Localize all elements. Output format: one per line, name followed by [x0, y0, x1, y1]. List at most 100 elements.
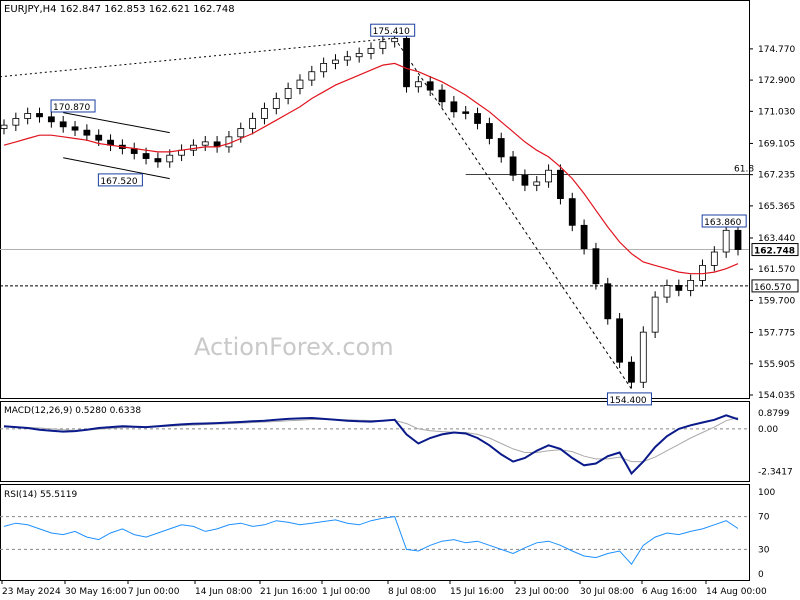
rsi-y-tick-label: 100 [758, 488, 775, 498]
candle-body [332, 59, 339, 64]
candle-body [272, 98, 280, 109]
candle-body [237, 128, 245, 138]
candle-body [485, 123, 493, 139]
candle-body [367, 47, 375, 54]
annotation-box [701, 214, 747, 228]
x-tick-label: 7 Jun 00:00 [128, 587, 180, 597]
candle-body [450, 101, 458, 113]
candle-body [12, 118, 20, 126]
channel-lower [63, 157, 170, 180]
rsi-line [3, 516, 739, 566]
x-tick-label: 14 Jun 08:00 [195, 587, 252, 597]
ma-line [3, 62, 739, 275]
candle-body [249, 118, 257, 129]
rsi-title: RSI(14) 55.5119 [4, 490, 77, 500]
candle-body [24, 113, 32, 119]
symbol-info: EURJPY,H4 162.847 162.853 162.621 162.74… [4, 4, 235, 15]
candle-body [320, 63, 328, 73]
price-y-tick-label: 155.905 [758, 360, 795, 370]
price-y-tick-label: 174.770 [758, 45, 795, 55]
candle-body [166, 154, 174, 163]
candle-body [509, 156, 517, 176]
candle-body [201, 141, 209, 146]
candle-body [722, 229, 730, 253]
candle-body [687, 280, 695, 291]
x-tick-label: 14 Aug 00:00 [706, 587, 767, 597]
candle-body [628, 361, 635, 383]
current-price-label: 162.748 [754, 247, 795, 257]
candle-body [710, 251, 718, 266]
price-y-tick-label: 171.030 [758, 107, 795, 117]
rsi-y-tick-label: 30 [758, 545, 770, 555]
macd-y-tick-label: -2.3417 [758, 467, 793, 477]
candle-body [142, 153, 150, 159]
candle-body [438, 89, 446, 103]
price-y-tick-label: 172.900 [758, 76, 795, 86]
macd-line [3, 414, 739, 476]
x-tick-label: 8 Jul 08:00 [388, 587, 437, 597]
candle-body [71, 126, 79, 131]
candle-body [47, 116, 55, 123]
x-tick-label: 15 Jul 16:00 [450, 587, 504, 597]
candle-body [36, 113, 43, 118]
macd-y-tick-label: 0.00 [758, 425, 778, 435]
price-y-tick-label: 154.035 [758, 391, 795, 401]
candle-body [604, 283, 612, 320]
candle-body [497, 138, 505, 158]
candle-body [639, 331, 647, 383]
price-y-tick-label: 161.570 [758, 265, 795, 275]
candle-body [284, 88, 292, 99]
candle-body [521, 174, 529, 186]
candle-body [651, 296, 659, 333]
price-panel [0, 0, 750, 399]
price-y-tick-label: 163.440 [758, 234, 795, 244]
annotation-box [97, 173, 143, 187]
candle-body [59, 121, 67, 128]
candle-body [414, 81, 422, 88]
annotation-label: 175.410 [373, 27, 410, 37]
candle-body [545, 169, 552, 183]
candle-body [592, 248, 600, 285]
x-tick-label: 23 May 2024 [2, 587, 61, 597]
candle-body [95, 134, 103, 141]
rsi-y-tick-label: 0 [758, 570, 764, 580]
price-y-tick-label: 159.700 [758, 296, 795, 306]
macd-signal-line [4, 417, 739, 463]
candle-body [225, 136, 233, 148]
price-y-tick-label: 167.235 [758, 171, 795, 181]
annotation-label: 167.520 [100, 177, 137, 187]
fib-618-label: 61.8 [734, 165, 754, 175]
candle-body [261, 108, 268, 119]
annotation-box [606, 392, 652, 406]
annotation-box [50, 99, 96, 113]
annotation-box [370, 23, 416, 37]
candle-body [557, 169, 564, 200]
current-price-box [751, 243, 799, 257]
annotation-label: 163.860 [704, 218, 741, 228]
candle-body [462, 111, 470, 114]
candle-body [474, 113, 481, 124]
candle-body [343, 56, 351, 61]
candle-body [83, 129, 91, 136]
candle-body [379, 41, 387, 49]
support-box [751, 279, 799, 293]
candle-body [154, 158, 162, 163]
rsi-y-tick-label: 70 [758, 513, 770, 523]
candle-body [426, 81, 434, 91]
candle-body [0, 124, 8, 129]
candle-body [355, 52, 363, 58]
annotation-label: 154.400 [609, 396, 646, 406]
x-tick-label: 30 May 16:00 [65, 587, 127, 597]
x-tick-label: 21 Jun 16:00 [260, 587, 317, 597]
x-tick-label: 1 Jul 00:00 [322, 587, 371, 597]
candle-body [391, 37, 399, 43]
candle-body [403, 37, 410, 88]
rsi-panel [0, 484, 750, 581]
candle-body [580, 224, 588, 250]
candle-body [308, 71, 316, 81]
annotation-label: 170.870 [53, 103, 90, 113]
price-y-tick-label: 157.775 [758, 329, 795, 339]
candle-body [734, 229, 742, 250]
candle-body [296, 79, 304, 89]
